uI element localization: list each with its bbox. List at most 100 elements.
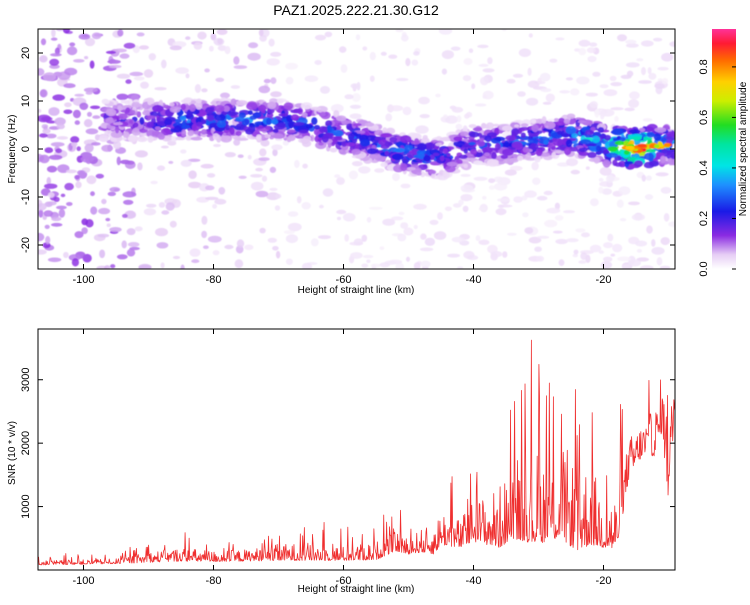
spectrogram-peak [637, 143, 647, 148]
spectrogram-cell [628, 201, 640, 206]
spectrogram-cell [620, 74, 632, 79]
colorbar-tick-label: 0.6 [698, 110, 710, 125]
spectrogram-cell [418, 96, 430, 105]
snr-x-tick-label: -20 [596, 575, 612, 587]
spectrogram-cell [229, 124, 236, 129]
spectrogram-cell [463, 58, 473, 65]
spectrogram-cell [209, 45, 214, 52]
spectrogram-cell [160, 145, 169, 149]
spectrogram-cell [475, 150, 483, 158]
spectrogram-cell [477, 149, 482, 153]
spectrogram-cell [87, 111, 92, 117]
spectrogram-cell [388, 259, 403, 265]
spectrogram-cell [252, 112, 262, 119]
spectrogram-cell [52, 94, 65, 101]
spectrogram-cell [161, 59, 167, 69]
spectrogram-cell [659, 265, 671, 269]
spectrogram-cell [463, 163, 469, 169]
spectrogram-cell [320, 111, 326, 117]
spectrogram-cell [107, 191, 117, 197]
spectrogram-cell [127, 242, 140, 247]
spectrogram-cell [616, 199, 624, 208]
spectrogram-y-ticks: -20 -10 0 10 20 [20, 47, 675, 253]
spectrogram-cell [90, 142, 101, 146]
figure-title: PAZ1.2025.222.21.30.G12 [273, 2, 439, 18]
spectrogram-cell [109, 227, 122, 233]
spectrogram-cell [274, 205, 281, 211]
spectrogram-cell [532, 177, 541, 185]
spectrogram-cell [517, 91, 526, 97]
spectrogram-cell [270, 91, 282, 98]
spectrogram-cell [54, 117, 66, 126]
spectrogram-cell [486, 159, 499, 167]
spectrogram-cell [478, 207, 487, 211]
spectrogram-cell [641, 67, 646, 76]
spectrogram-cell [656, 257, 663, 266]
spectrogram-cell [157, 133, 165, 140]
spectrogram-cell [185, 135, 192, 141]
spectrogram-cell [334, 174, 341, 178]
spectrogram-cell [644, 152, 654, 161]
spectrogram-cell [282, 140, 289, 146]
spectrogram-cell [56, 123, 65, 130]
spectrogram-x-tick-label: -20 [596, 274, 612, 286]
spectrogram-cell [313, 125, 321, 130]
spectrogram-cell [536, 235, 550, 239]
spectrogram-cell [50, 53, 62, 57]
spectrogram-cell [406, 167, 416, 171]
spectrogram-cell [228, 111, 237, 117]
spectrogram-cell [139, 45, 149, 50]
spectrogram-cell [63, 83, 76, 89]
spectrogram-cell [271, 119, 279, 125]
spectrogram-cell [420, 260, 431, 268]
spectrogram-cell [123, 199, 134, 205]
spectrogram-cell [237, 137, 249, 141]
spectrogram-cell [385, 113, 393, 122]
spectrogram-cell [424, 142, 435, 150]
spectrogram-cell [128, 134, 138, 143]
spectrogram-cell [601, 133, 607, 139]
spectrogram-cell [43, 210, 54, 217]
spectrogram-cell [468, 141, 476, 146]
spectrogram-cell [48, 107, 60, 116]
spectrogram-cell [217, 38, 223, 45]
spectrogram-cell [40, 38, 47, 46]
colorbar-tick-label: 0.2 [698, 211, 710, 226]
spectrogram-cell [301, 202, 311, 210]
spectrogram-cell [191, 259, 200, 264]
spectrogram-cell [270, 51, 282, 57]
spectrogram-cell [368, 206, 383, 210]
spectrogram-cell [641, 40, 654, 47]
spectrogram-cell [403, 227, 414, 236]
spectrogram-cell [58, 208, 66, 218]
spectrogram-cell [665, 131, 675, 137]
spectrogram-cell [552, 230, 563, 234]
spectrogram-cell [248, 110, 253, 115]
spectrogram-cell [136, 32, 145, 37]
spectrogram-cell [413, 51, 420, 56]
spectrogram-cell [526, 97, 539, 106]
spectrogram-cell [212, 250, 220, 256]
spectrogram-cell [56, 205, 67, 210]
spectrogram-cell [201, 88, 208, 93]
spectrogram-cell [116, 93, 129, 101]
spectrogram-cell [610, 253, 616, 257]
spectrogram-cell [364, 122, 375, 127]
spectrogram-cell [56, 136, 69, 140]
spectrogram-cell [589, 42, 598, 47]
spectrogram-cell [495, 143, 501, 151]
spectrogram-cell [118, 113, 128, 120]
spectrogram-cell [518, 48, 532, 57]
spectrogram-cell [319, 204, 324, 209]
spectrogram-cell [38, 109, 42, 113]
spectrogram-cell [636, 58, 644, 62]
spectrogram-cell [220, 135, 232, 143]
spectrogram-cell [180, 103, 186, 111]
colorbar-label: Normalized spectral amplitude [738, 81, 749, 216]
spectrogram-cell [180, 159, 192, 167]
spectrogram-cell [72, 109, 81, 119]
spectrogram-cell [619, 137, 626, 142]
spectrogram-cell [473, 160, 484, 166]
spectrogram-cell [62, 29, 70, 34]
spectrogram-cell [549, 58, 558, 63]
